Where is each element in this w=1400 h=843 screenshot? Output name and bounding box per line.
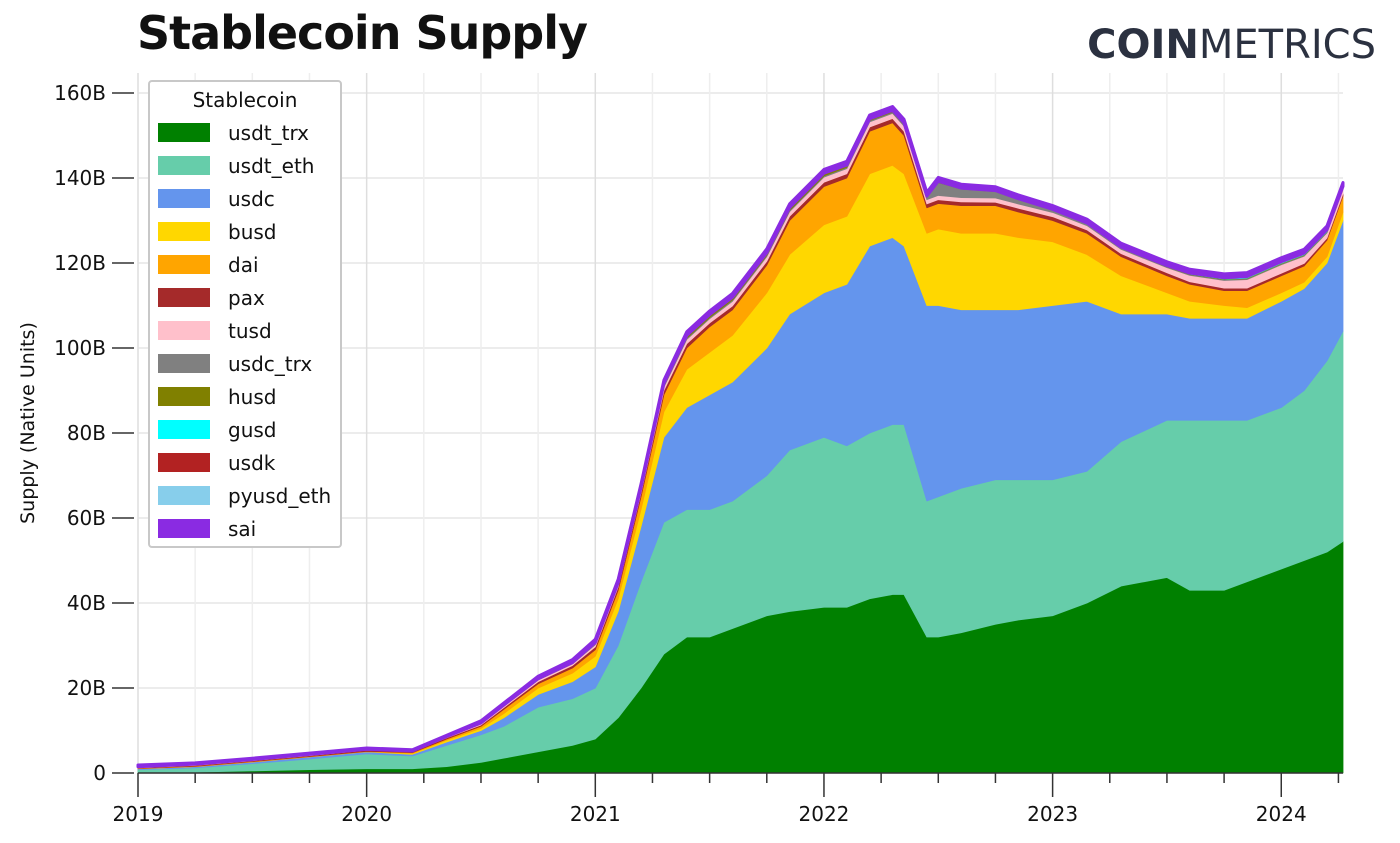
legend-item-usdt_trx: usdt_trx xyxy=(150,116,340,149)
legend-swatch xyxy=(158,321,210,340)
legend-swatch xyxy=(158,222,210,241)
legend-label: sai xyxy=(228,516,257,541)
legend-label: usdt_trx xyxy=(228,120,309,145)
legend-label: usdk xyxy=(228,450,276,475)
legend-swatch xyxy=(158,453,210,472)
chart-title: Stablecoin Supply xyxy=(137,6,588,60)
legend-label: pax xyxy=(228,285,265,310)
legend-item-gusd: gusd xyxy=(150,413,340,446)
y-tick-label: 20B xyxy=(67,676,106,700)
y-tick-label: 0 xyxy=(93,761,106,785)
y-tick-label: 120B xyxy=(54,251,106,275)
legend-label: gusd xyxy=(228,417,277,442)
legend-label: husd xyxy=(228,384,277,409)
brand-logo-bold: COIN xyxy=(1087,22,1199,68)
series-areas xyxy=(136,104,1345,774)
y-tick-label: 40B xyxy=(67,591,106,615)
brand-logo-light: METRICS xyxy=(1198,22,1376,68)
legend-swatch xyxy=(158,156,210,175)
legend-item-sai: sai xyxy=(150,512,340,545)
legend-item-usdk: usdk xyxy=(150,446,340,479)
legend-item-usdc_trx: usdc_trx xyxy=(150,347,340,380)
y-tick-label: 60B xyxy=(67,506,106,530)
y-tick-label: 140B xyxy=(54,166,106,190)
legend-item-busd: busd xyxy=(150,215,340,248)
legend-label: usdc_trx xyxy=(228,351,313,376)
legend-swatch xyxy=(158,519,210,538)
legend-label: tusd xyxy=(228,318,272,343)
legend-label: dai xyxy=(228,252,259,277)
legend-item-pax: pax xyxy=(150,281,340,314)
x-tick-label: 2022 xyxy=(799,802,850,826)
x-tick-label: 2019 xyxy=(113,802,164,826)
legend-swatch xyxy=(158,288,210,307)
x-tick-label: 2021 xyxy=(570,802,621,826)
legend-swatch xyxy=(158,189,210,208)
legend-item-usdc: usdc xyxy=(150,182,340,215)
legend-item-dai: dai xyxy=(150,248,340,281)
legend-label: usdc xyxy=(228,186,275,211)
legend-label: usdt_eth xyxy=(228,153,315,178)
x-tick-label: 2023 xyxy=(1027,802,1078,826)
legend-swatch xyxy=(158,123,210,142)
x-tick-label: 2020 xyxy=(341,802,392,826)
legend-swatch xyxy=(158,420,210,439)
legend-swatch xyxy=(158,486,210,505)
legend-item-usdt_eth: usdt_eth xyxy=(150,149,340,182)
y-tick-label: 80B xyxy=(67,421,106,445)
axes: 0 20B 40B 60B 80B 100B 120B 140B 160B 2019 2020 202… xyxy=(54,81,1343,826)
y-tick-label: 160B xyxy=(54,81,106,105)
legend-item-pyusd_eth: pyusd_eth xyxy=(150,479,340,512)
legend-label: pyusd_eth xyxy=(228,483,332,508)
legend-label: busd xyxy=(228,219,277,244)
legend-swatch xyxy=(158,387,210,406)
legend-item-husd: husd xyxy=(150,380,340,413)
y-axis-label: Supply (Native Units) xyxy=(17,322,39,524)
legend-swatch xyxy=(158,255,210,274)
legend-title: Stablecoin xyxy=(192,88,298,112)
brand-logo: COINMETRICS xyxy=(1087,22,1376,68)
area-sai xyxy=(136,104,1345,769)
x-tick-label: 2024 xyxy=(1256,802,1307,826)
legend-item-tusd: tusd xyxy=(150,314,340,347)
y-tick-label: 100B xyxy=(54,336,106,360)
legend-swatch xyxy=(158,354,210,373)
